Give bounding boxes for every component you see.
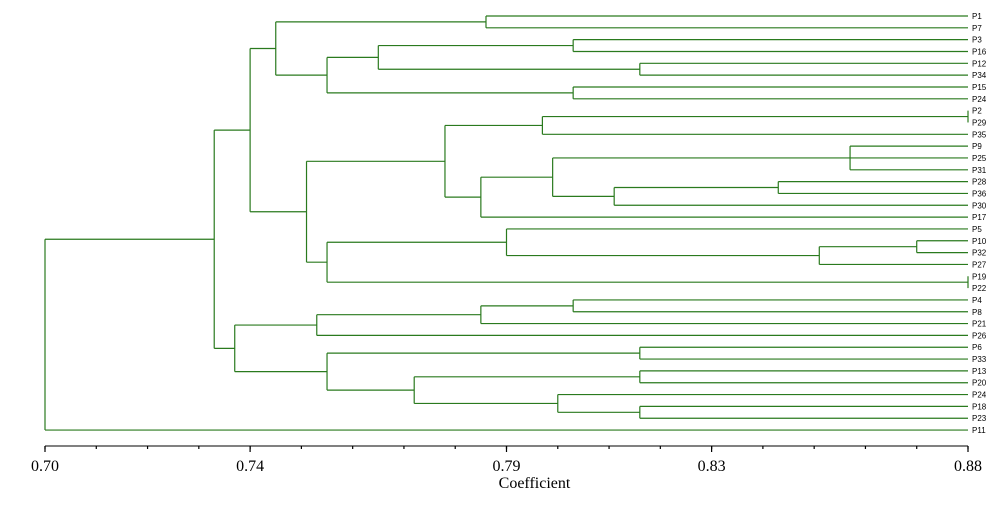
leaf-label: P24 — [972, 391, 987, 400]
leaf-label: P7 — [972, 24, 982, 33]
leaf-label: P3 — [972, 36, 982, 45]
leaf-label: P23 — [972, 414, 987, 423]
x-axis: 0.70 0.74 0.79 0.83 0.88 Coefficient — [31, 445, 982, 492]
leaf-label: P6 — [972, 343, 982, 352]
leaf-label: P30 — [972, 201, 987, 210]
leaf-label: P34 — [972, 71, 987, 80]
leaf-label: P5 — [972, 225, 982, 234]
leaf-label: P28 — [972, 178, 987, 187]
leaf-label: P27 — [972, 260, 987, 269]
leaf-label: P29 — [972, 118, 987, 127]
leaf-label: P2 — [972, 107, 982, 116]
dendrogram-branches — [44, 15, 969, 431]
leaf-label: P8 — [972, 308, 982, 317]
x-tick-label: 0.88 — [954, 458, 982, 475]
leaf-label: P20 — [972, 379, 987, 388]
leaf-label: P15 — [972, 83, 987, 92]
x-axis-ticks: 0.70 0.74 0.79 0.83 0.88 — [31, 446, 982, 475]
x-tick-label: 0.83 — [698, 458, 726, 475]
leaf-label: P9 — [972, 142, 982, 151]
leaf-label: P19 — [972, 272, 987, 281]
leaf-label: P16 — [972, 47, 987, 56]
x-tick-label: 0.79 — [493, 458, 521, 475]
leaf-label: P32 — [972, 249, 987, 258]
leaf-label: P17 — [972, 213, 987, 222]
leaf-label: P18 — [972, 402, 987, 411]
x-tick-label: 0.74 — [236, 458, 264, 475]
leaf-labels: P1 P7 P3 P16 P12 P34 P15 P24 P2 P29 P35 P9 P25 P31 P28… — [972, 12, 987, 435]
leaf-label: P33 — [972, 355, 987, 364]
leaf-label: P22 — [972, 284, 987, 293]
leaf-label: P13 — [972, 367, 987, 376]
x-axis-title: Coefficient — [499, 475, 571, 492]
leaf-label: P11 — [972, 426, 986, 435]
leaf-label: P12 — [972, 59, 987, 68]
leaf-label: P35 — [972, 130, 987, 139]
x-tick-label: 0.70 — [31, 458, 59, 475]
leaf-label: P36 — [972, 189, 987, 198]
leaf-label: P31 — [972, 166, 987, 175]
leaf-label: P24 — [972, 95, 987, 104]
leaf-label: P10 — [972, 237, 987, 246]
leaf-label: P21 — [972, 320, 987, 329]
leaf-label: P4 — [972, 296, 982, 305]
leaf-label: P26 — [972, 331, 987, 340]
leaf-label: P25 — [972, 154, 987, 163]
leaf-label: P1 — [972, 12, 982, 21]
